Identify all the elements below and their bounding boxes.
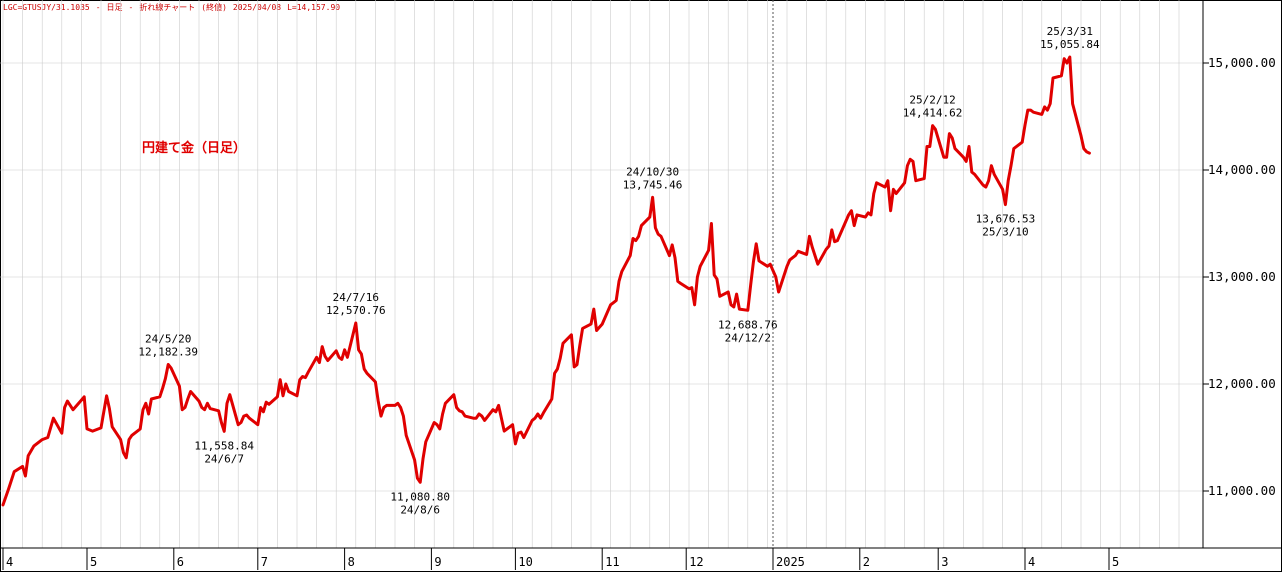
annotation-date: 25/3/10	[982, 226, 1028, 239]
annotation-value: 12,688.76	[718, 318, 778, 331]
annotation-value: 15,055.84	[1040, 38, 1100, 51]
annotation-date: 24/12/2	[725, 331, 771, 344]
x-tick-label: 7	[261, 555, 268, 569]
x-tick-label: 9	[434, 555, 441, 569]
separator-1: -	[95, 3, 101, 12]
annotation-value: 13,745.46	[623, 178, 683, 191]
x-tick-label: 2025	[776, 555, 805, 569]
x-tick-label: 5	[1112, 555, 1119, 569]
x-tick-label: 10	[518, 555, 532, 569]
annotation-date: 24/5/20	[145, 333, 191, 346]
symbol-text: LGC=GTUSJY/31.1035	[3, 3, 90, 12]
horizontal-gridlines	[0, 62, 1203, 492]
annotation-date: 24/8/6	[400, 503, 440, 516]
chart-kind-text: 折れ線チャート	[139, 3, 196, 12]
price-kind-text: (終値)	[201, 3, 227, 12]
y-tick-label: 15,000.00	[1208, 55, 1276, 70]
date-text: 2025/04/08	[232, 3, 282, 12]
annotation-value: 14,414.62	[903, 107, 963, 120]
annotation-value: 11,080.80	[390, 490, 450, 503]
series-label: 円建て金（日足）	[142, 141, 247, 156]
price-line	[1, 55, 1091, 507]
x-tick-label: 3	[941, 555, 948, 569]
separator-2: -	[128, 3, 134, 12]
annotation-value: 11,558.84	[194, 439, 254, 452]
x-tick-label: 5	[90, 555, 97, 569]
y-tick-label: 11,000.00	[1208, 483, 1276, 498]
period-text: 日足	[106, 3, 123, 12]
annotation-value: 13,676.53	[976, 213, 1036, 226]
x-tick-label: 4	[6, 555, 13, 569]
annotation-date: 25/2/12	[909, 94, 955, 107]
y-tick-label: 12,000.00	[1208, 376, 1276, 391]
vertical-gridlines	[2, 0, 1180, 548]
x-tick-label: 12	[689, 555, 703, 569]
annotation-date: 24/6/7	[204, 452, 244, 465]
y-tick-label: 13,000.00	[1208, 269, 1276, 284]
annotation-value: 12,182.39	[138, 346, 198, 359]
annotation-date: 25/3/31	[1047, 25, 1093, 38]
x-tick-label: 2	[863, 555, 870, 569]
chart-header: LGC=GTUSJY/31.1035- 日足 - 折れ線チャート (終値) 2025/04…	[3, 2, 346, 13]
x-tick-label: 8	[348, 555, 355, 569]
x-tick-label: 6	[177, 555, 184, 569]
last-price-text: L=14,157.90	[287, 3, 341, 12]
x-tick-label: 11	[605, 555, 619, 569]
y-axis-labels: 11,000.00 12,000.00 13,000.00 14,000.00 15,0…	[1203, 55, 1276, 498]
annotation-value: 12,570.76	[326, 304, 386, 317]
annotation-date: 24/7/16	[333, 291, 379, 304]
annotation-date: 24/10/30	[626, 165, 679, 178]
x-tick-label: 4	[1028, 555, 1035, 569]
annotations: 24/5/2012,182.3911,558.8424/6/724/7/1612…	[138, 25, 1100, 516]
y-tick-label: 14,000.00	[1208, 162, 1276, 177]
x-axis-labels: 4 5 6 7 8 9 10 11 12 2025 2 3 4 5	[2, 548, 1119, 570]
